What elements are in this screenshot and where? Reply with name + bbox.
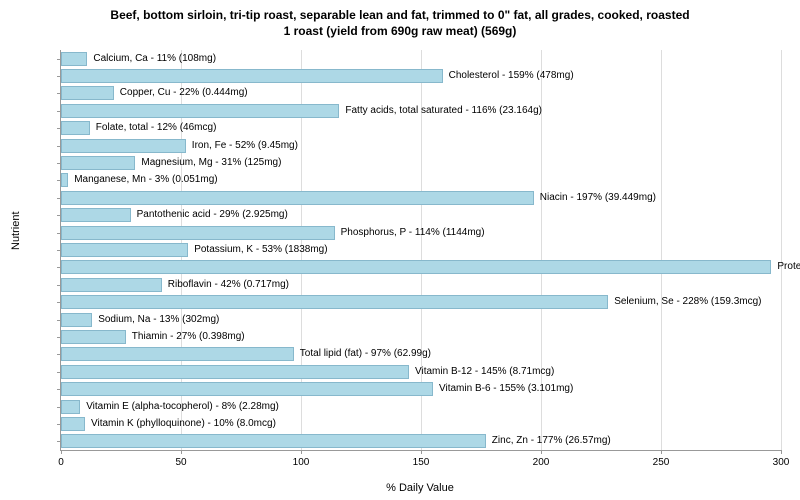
nutrient-bar: [61, 121, 90, 135]
nutrient-bar-label: Vitamin B-12 - 145% (8.71mcg): [415, 365, 554, 379]
nutrient-bar-label: Manganese, Mn - 3% (0.051mg): [74, 173, 217, 187]
nutrient-bar: [61, 104, 339, 118]
nutrient-bar: [61, 417, 85, 431]
nutrient-bar: [61, 191, 534, 205]
nutrient-bar: [61, 434, 486, 448]
nutrient-bar-label: Phosphorus, P - 114% (1144mg): [341, 226, 485, 240]
xtick-label: 0: [58, 457, 64, 468]
nutrient-bar: [61, 226, 335, 240]
y-axis-label: Nutrient: [10, 211, 22, 250]
gridline: [661, 50, 662, 450]
xtick-mark: [61, 450, 62, 454]
plot-area: 050100150200250300Calcium, Ca - 11% (108…: [60, 50, 781, 451]
xtick-mark: [781, 450, 782, 454]
nutrient-bar-label: Magnesium, Mg - 31% (125mg): [141, 156, 281, 170]
nutrient-bar: [61, 260, 771, 274]
xtick-label: 300: [773, 457, 790, 468]
nutrient-bar: [61, 313, 92, 327]
nutrient-bar-label: Sodium, Na - 13% (302mg): [98, 313, 219, 327]
nutrient-bar: [61, 69, 443, 83]
nutrient-bar: [61, 365, 409, 379]
nutrient-bar: [61, 139, 186, 153]
nutrient-bar-label: Potassium, K - 53% (1838mg): [194, 243, 327, 257]
xtick-mark: [421, 450, 422, 454]
nutrient-bar-label: Niacin - 197% (39.449mg): [540, 191, 656, 205]
nutrient-bar: [61, 156, 135, 170]
nutrient-bar-label: Total lipid (fat) - 97% (62.99g): [300, 347, 431, 361]
nutrition-chart: Beef, bottom sirloin, tri-tip roast, sep…: [0, 0, 800, 500]
nutrient-bar: [61, 347, 294, 361]
nutrient-bar-label: Calcium, Ca - 11% (108mg): [93, 52, 216, 66]
xtick-mark: [181, 450, 182, 454]
xtick-label: 100: [293, 457, 310, 468]
nutrient-bar-label: Vitamin B-6 - 155% (3.101mg): [439, 382, 573, 396]
nutrient-bar-label: Selenium, Se - 228% (159.3mcg): [614, 295, 761, 309]
xtick-mark: [541, 450, 542, 454]
nutrient-bar: [61, 330, 126, 344]
nutrient-bar: [61, 52, 87, 66]
nutrient-bar-label: Thiamin - 27% (0.398mg): [132, 330, 245, 344]
xtick-label: 50: [175, 457, 186, 468]
nutrient-bar: [61, 86, 114, 100]
nutrient-bar-label: Iron, Fe - 52% (9.45mg): [192, 139, 298, 153]
nutrient-bar-label: Riboflavin - 42% (0.717mg): [168, 278, 289, 292]
title-line-1: Beef, bottom sirloin, tri-tip roast, sep…: [110, 8, 689, 22]
xtick-label: 150: [413, 457, 430, 468]
nutrient-bar-label: Folate, total - 12% (46mcg): [96, 121, 217, 135]
nutrient-bar-label: Cholesterol - 159% (478mg): [449, 69, 574, 83]
nutrient-bar: [61, 243, 188, 257]
chart-title: Beef, bottom sirloin, tri-tip roast, sep…: [0, 0, 800, 39]
nutrient-bar-label: Protein - 296% (148.22g): [777, 260, 800, 274]
nutrient-bar: [61, 295, 608, 309]
x-axis-label: % Daily Value: [60, 482, 780, 494]
nutrient-bar: [61, 208, 131, 222]
xtick-label: 200: [533, 457, 550, 468]
xtick-mark: [661, 450, 662, 454]
nutrient-bar: [61, 382, 433, 396]
title-line-2: 1 roast (yield from 690g raw meat) (569g…: [284, 24, 517, 38]
nutrient-bar-label: Fatty acids, total saturated - 116% (23.…: [345, 104, 542, 118]
xtick-label: 250: [653, 457, 670, 468]
nutrient-bar: [61, 278, 162, 292]
nutrient-bar-label: Pantothenic acid - 29% (2.925mg): [137, 208, 288, 222]
nutrient-bar-label: Copper, Cu - 22% (0.444mg): [120, 86, 248, 100]
nutrient-bar: [61, 173, 68, 187]
nutrient-bar: [61, 400, 80, 414]
nutrient-bar-label: Zinc, Zn - 177% (26.57mg): [492, 434, 611, 448]
xtick-mark: [301, 450, 302, 454]
nutrient-bar-label: Vitamin E (alpha-tocopherol) - 8% (2.28m…: [86, 400, 279, 414]
nutrient-bar-label: Vitamin K (phylloquinone) - 10% (8.0mcg): [91, 417, 276, 431]
gridline: [781, 50, 782, 450]
